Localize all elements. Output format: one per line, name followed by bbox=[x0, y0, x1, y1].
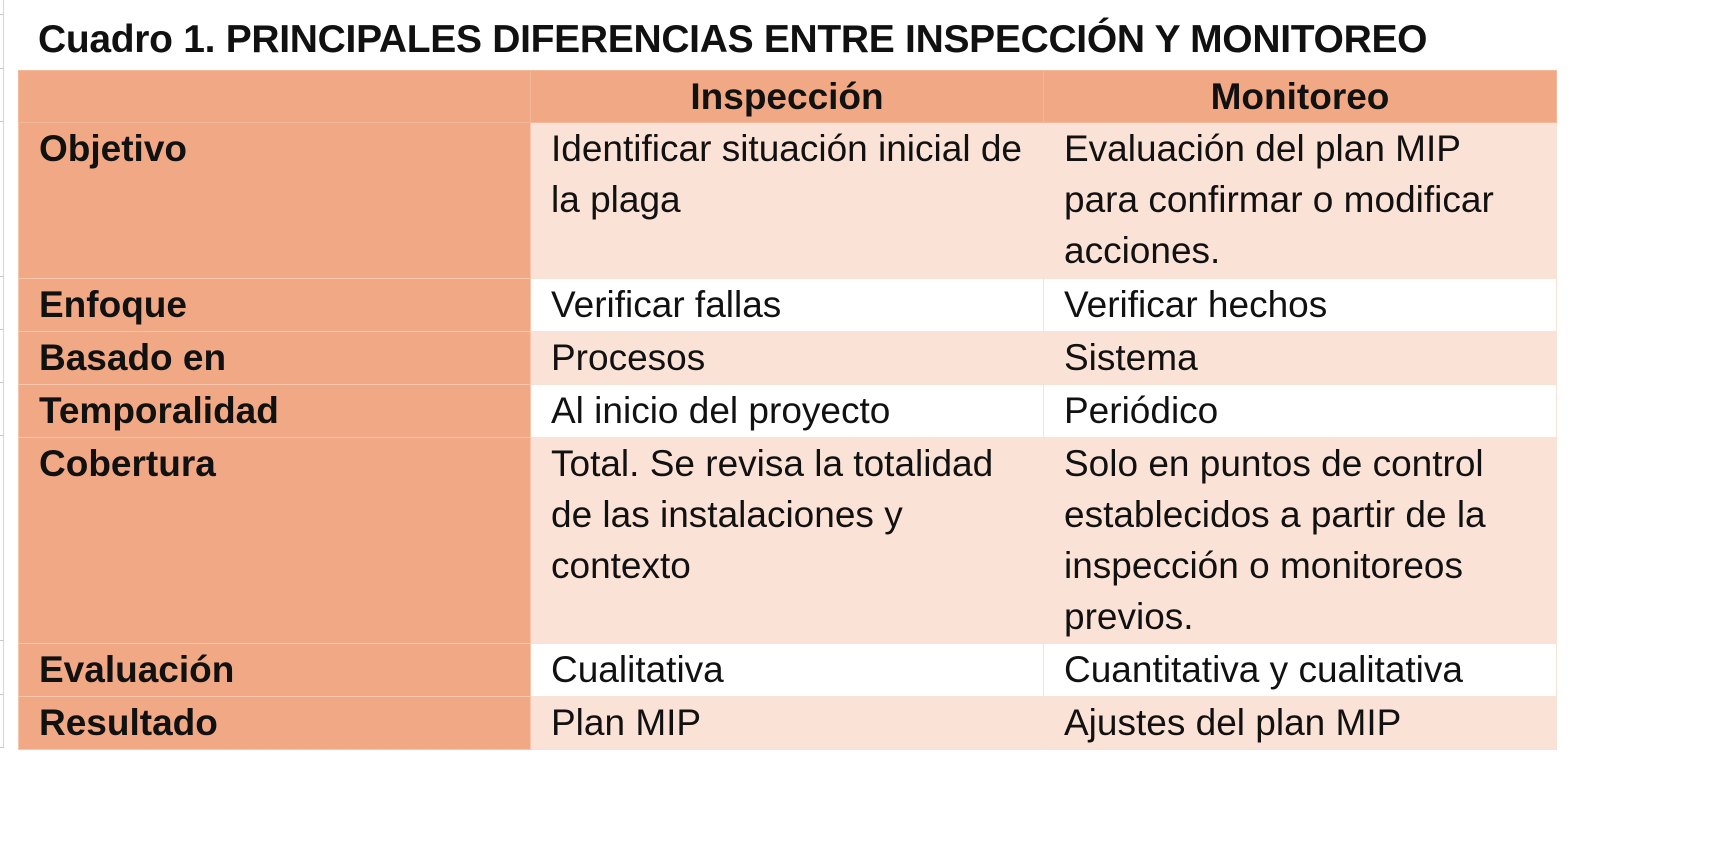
row-label[interactable]: Cobertura bbox=[18, 437, 531, 644]
cell-inspeccion[interactable]: Identificar situación inicial de la plag… bbox=[530, 122, 1044, 279]
cell-monitoreo[interactable]: Cuantitativa y cualitativa bbox=[1043, 643, 1557, 697]
cell-monitoreo[interactable]: Ajustes del plan MIP bbox=[1043, 696, 1557, 750]
gutter-tick bbox=[0, 747, 4, 748]
cell-monitoreo[interactable]: Evaluación del plan MIP para confirmar o… bbox=[1043, 122, 1557, 279]
gutter-tick bbox=[0, 14, 4, 15]
cell-monitoreo[interactable]: Solo en puntos de control establecidos a… bbox=[1043, 437, 1557, 644]
gutter-tick bbox=[0, 435, 4, 436]
table-row: Cobertura Total. Se revisa la totalidad … bbox=[18, 437, 1557, 644]
row-label[interactable]: Evaluación bbox=[18, 643, 531, 697]
gutter-tick bbox=[0, 640, 4, 641]
cell-monitoreo[interactable]: Sistema bbox=[1043, 331, 1557, 385]
table-title: Cuadro 1. PRINCIPALES DIFERENCIAS ENTRE … bbox=[38, 18, 1428, 61]
cell-inspeccion[interactable]: Procesos bbox=[530, 331, 1044, 385]
gutter-tick bbox=[0, 694, 4, 695]
row-label[interactable]: Objetivo bbox=[18, 122, 531, 279]
cell-inspeccion[interactable]: Verificar fallas bbox=[530, 278, 1044, 332]
cell-inspeccion[interactable]: Cualitativa bbox=[530, 643, 1044, 697]
header-row: Inspección Monitoreo bbox=[18, 70, 1557, 123]
header-cell-inspeccion[interactable]: Inspección bbox=[530, 70, 1044, 123]
gutter-tick bbox=[0, 382, 4, 383]
table-row: Basado en Procesos Sistema bbox=[18, 331, 1557, 385]
table-row: Enfoque Verificar fallas Verificar hecho… bbox=[18, 278, 1557, 332]
table-row: Evaluación Cualitativa Cuantitativa y cu… bbox=[18, 643, 1557, 697]
row-label[interactable]: Temporalidad bbox=[18, 384, 531, 438]
header-cell-monitoreo[interactable]: Monitoreo bbox=[1043, 70, 1557, 123]
cell-inspeccion[interactable]: Total. Se revisa la totalidad de las ins… bbox=[530, 437, 1044, 644]
row-label[interactable]: Basado en bbox=[18, 331, 531, 385]
row-gutter bbox=[0, 0, 4, 748]
cell-inspeccion[interactable]: Al inicio del proyecto bbox=[530, 384, 1044, 438]
gutter-tick bbox=[0, 121, 4, 122]
cell-inspeccion[interactable]: Plan MIP bbox=[530, 696, 1044, 750]
header-cell-empty[interactable] bbox=[18, 70, 531, 123]
table-row: Temporalidad Al inicio del proyecto Peri… bbox=[18, 384, 1557, 438]
gutter-line bbox=[3, 0, 4, 748]
table-row: Resultado Plan MIP Ajustes del plan MIP bbox=[18, 696, 1557, 750]
gutter-tick bbox=[0, 329, 4, 330]
gutter-tick bbox=[0, 68, 4, 69]
row-label[interactable]: Resultado bbox=[18, 696, 531, 750]
cell-monitoreo[interactable]: Verificar hechos bbox=[1043, 278, 1557, 332]
gutter-tick bbox=[0, 276, 4, 277]
cell-monitoreo[interactable]: Periódico bbox=[1043, 384, 1557, 438]
differences-table: Inspección Monitoreo Objetivo Identifica… bbox=[18, 70, 1557, 750]
table-row: Objetivo Identificar situación inicial d… bbox=[18, 122, 1557, 279]
row-label[interactable]: Enfoque bbox=[18, 278, 531, 332]
